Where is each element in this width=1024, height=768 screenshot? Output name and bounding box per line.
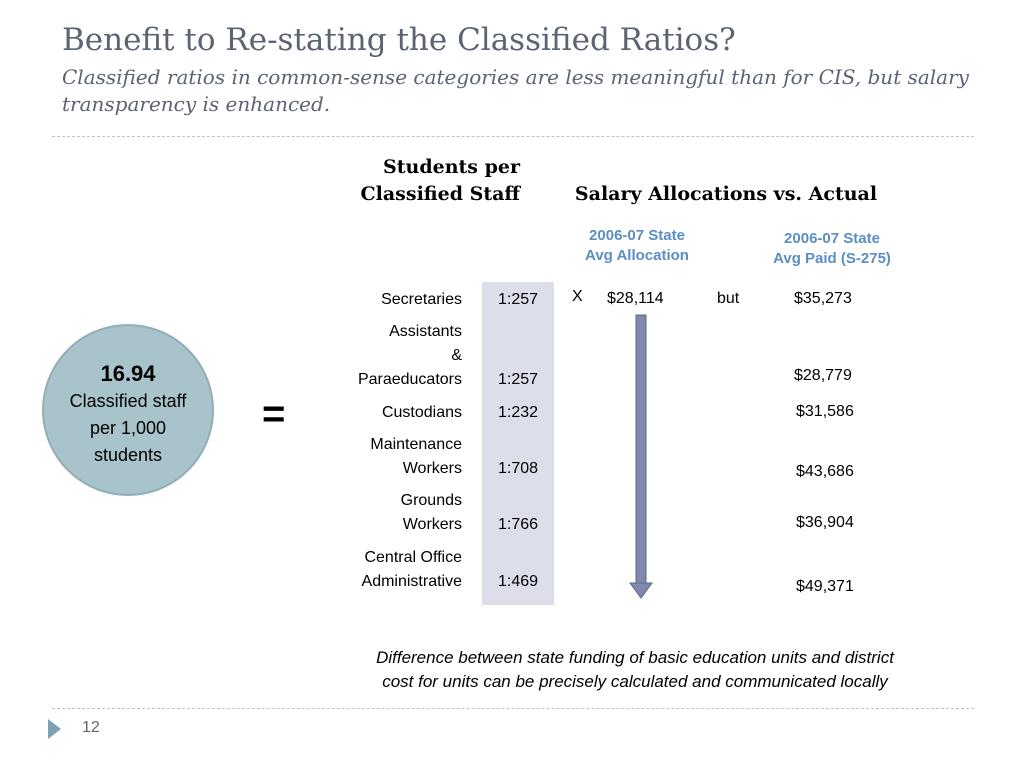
summary-line3: students (93, 445, 163, 465)
category-label: Administrative (361, 573, 462, 590)
summary-line1: Classified staff (69, 391, 187, 411)
paid-header-line2: Avg Paid (S-275) (773, 250, 891, 267)
top-divider (52, 136, 974, 137)
summary-circle: 16.94 Classified staff per 1,000 student… (42, 324, 214, 496)
salary-column-header: Salary Allocations vs. Actual (574, 183, 878, 205)
category-label: Workers (402, 460, 462, 477)
page-number: 12 (82, 719, 100, 736)
category-secretaries: Secretaries (300, 288, 462, 312)
allocation-value: $28,114 (607, 290, 664, 307)
ratio-grounds-workers: 1:766 (497, 516, 539, 533)
category-grounds-workers: Grounds Workers (300, 489, 462, 537)
category-custodians: Custodians (300, 401, 462, 425)
category-label: Maintenance (370, 436, 462, 453)
ratio-column-band (482, 282, 554, 605)
ratio-header-line2: Classified Staff (360, 183, 520, 205)
category-label: Paraeducators (357, 371, 462, 388)
paid-maintenance-workers: $43,686 (796, 463, 854, 480)
category-label: Custodians (381, 404, 462, 421)
paid-subheader: 2006-07 State Avg Paid (S-275) (756, 229, 908, 269)
ratio-column-header: Students per Classified Staff (300, 154, 520, 208)
footer-note-line2: cost for units can be precisely calculat… (382, 672, 888, 691)
category-label: Assistants (389, 323, 462, 340)
paid-secretaries: $35,273 (794, 290, 852, 307)
paid-custodians: $31,586 (796, 403, 854, 420)
category-maintenance-workers: Maintenance Workers (300, 433, 462, 481)
paid-grounds-workers: $36,904 (796, 514, 854, 531)
ratio-custodians: 1:232 (497, 404, 539, 421)
paid-assistants-paraeducators: $28,779 (794, 367, 852, 384)
summary-line2: per 1,000 (89, 418, 167, 438)
bottom-divider (52, 708, 974, 709)
down-arrow-icon (629, 314, 653, 599)
ratio-secretaries: 1:257 (497, 291, 539, 308)
but-label: but (717, 290, 740, 307)
ratio-header-line1: Students per (383, 156, 520, 178)
allocation-header-line2: Avg Allocation (585, 247, 689, 264)
paid-header-line1: 2006-07 State (784, 230, 880, 247)
slide-subtitle: Classified ratios in common-sense catego… (62, 65, 969, 116)
slide-title: Benefit to Re-stating the Classified Rat… (62, 22, 736, 58)
category-label: Central Office (364, 549, 462, 566)
category-label: Grounds (400, 492, 462, 509)
multiply-symbol: X (572, 288, 583, 305)
ratio-maintenance-workers: 1:708 (497, 460, 539, 477)
footer-note-line1: Difference between state funding of basi… (376, 648, 894, 667)
equals-sign: = (262, 392, 286, 436)
ratio-assistants-paraeducators: 1:257 (497, 371, 539, 388)
slide-marker-icon (48, 719, 61, 739)
allocation-subheader: 2006-07 State Avg Allocation (560, 226, 714, 266)
category-label: & (451, 347, 462, 364)
category-central-office-administrative: Central Office Administrative (300, 546, 462, 594)
category-label: Workers (402, 516, 462, 533)
paid-central-office-administrative: $49,371 (796, 578, 854, 595)
footer-note: Difference between state funding of basi… (300, 646, 970, 694)
category-assistants-paraeducators: Assistants & Paraeducators (300, 320, 462, 392)
allocation-header-line1: 2006-07 State (589, 227, 685, 244)
summary-value: 16.94 (100, 361, 156, 386)
ratio-central-office-administrative: 1:469 (497, 573, 539, 590)
category-label: Secretaries (381, 291, 462, 308)
